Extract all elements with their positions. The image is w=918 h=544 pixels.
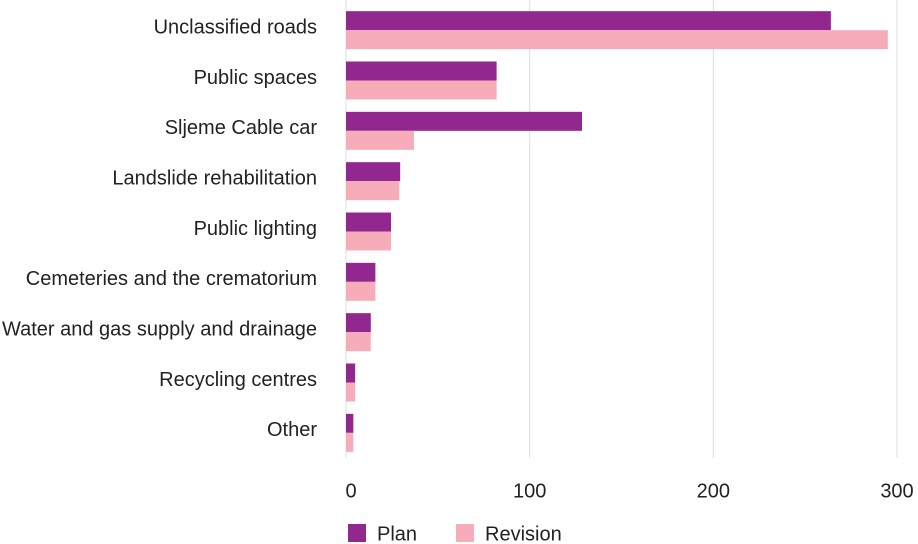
y-tick-label: Other <box>267 419 317 441</box>
bar <box>346 231 391 251</box>
bar <box>346 281 376 301</box>
bar <box>346 212 391 232</box>
bar <box>346 332 371 352</box>
bar <box>346 313 371 333</box>
bar <box>346 80 497 100</box>
y-tick-label: Sljeme Cable car <box>165 117 318 139</box>
bar <box>346 11 831 31</box>
bar <box>346 262 376 282</box>
x-tick-label: 100 <box>513 480 546 502</box>
bar <box>346 162 401 182</box>
bar <box>346 30 888 50</box>
bar <box>346 181 400 201</box>
legend-swatch <box>456 524 474 542</box>
x-tick-label: 200 <box>697 480 730 502</box>
bar <box>346 382 356 402</box>
bar <box>346 61 497 81</box>
bar <box>346 413 354 433</box>
x-tick-label: 300 <box>880 480 913 502</box>
bar <box>346 432 354 452</box>
legend-label: Plan <box>377 523 417 544</box>
legend-swatch <box>348 524 366 542</box>
y-tick-label: Public lighting <box>194 218 317 240</box>
bar <box>346 111 583 131</box>
y-tick-label: Cemeteries and the crematorium <box>26 268 317 290</box>
y-tick-label: Water and gas supply and drainage <box>2 318 317 340</box>
bar <box>346 130 414 150</box>
y-tick-label: Recycling centres <box>159 369 317 391</box>
x-tick-label: 0 <box>345 480 356 502</box>
y-tick-label: Landslide rehabilitation <box>112 167 317 189</box>
y-tick-label: Public spaces <box>194 67 317 89</box>
y-tick-label: Unclassified roads <box>154 16 317 38</box>
legend-label: Revision <box>485 523 562 544</box>
bar <box>346 363 356 383</box>
